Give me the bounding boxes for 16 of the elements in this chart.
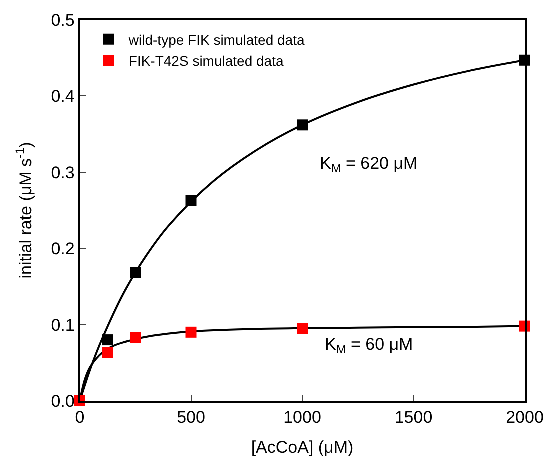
x-tick-label: 1000 xyxy=(284,408,322,428)
annotation: K$_{M}$ = 60 μM xyxy=(325,335,414,357)
y-tick-label: 0.3 xyxy=(51,163,75,182)
y-tick-label: 0.5 xyxy=(51,10,75,30)
x-tick-label: 2000 xyxy=(506,408,544,428)
x-tick-label: 0 xyxy=(75,408,85,428)
y-tick-label: 0.1 xyxy=(51,316,75,335)
y-tick-label: 0.4 xyxy=(51,87,75,106)
y-tick-label: 0.2 xyxy=(51,240,75,259)
y-tick-label: 0.0 xyxy=(51,392,75,411)
x-axis-title: [AcCoA] (μM) xyxy=(251,438,354,458)
legend-label: wild-type FIK simulated data xyxy=(128,32,305,48)
annotation: K$_{M}$ = 620 μM xyxy=(320,154,418,176)
x-tick-label: 500 xyxy=(177,408,206,428)
x-tick-label: 1500 xyxy=(394,408,433,428)
legend-label: FIK-T42S simulated data xyxy=(128,53,284,70)
